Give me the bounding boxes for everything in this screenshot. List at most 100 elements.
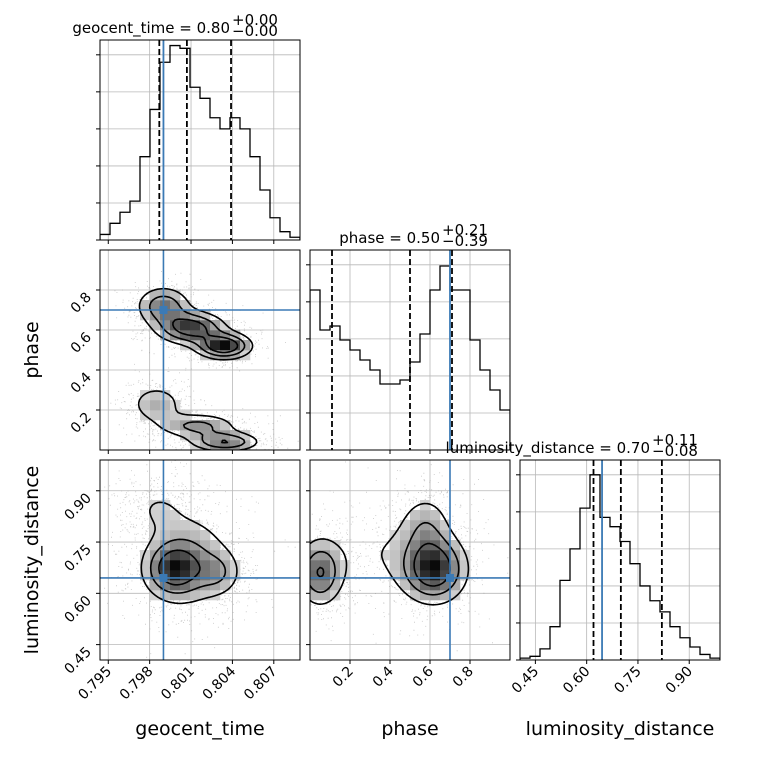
density-cell	[450, 540, 461, 551]
density-cell	[240, 430, 251, 441]
density-cell	[450, 560, 461, 571]
density-cell	[440, 520, 451, 531]
hist-step-geocent_time	[100, 44, 300, 240]
density-cell	[200, 530, 211, 541]
density-cell	[400, 580, 411, 591]
density-cell	[200, 560, 211, 571]
y-axis-label-luminosity_distance: luminosity_distance	[21, 466, 43, 655]
density-cell	[150, 540, 161, 551]
hist-geocent_time	[100, 40, 300, 240]
density-cell	[140, 550, 151, 561]
density-cell	[430, 510, 441, 521]
density-cell	[390, 570, 401, 581]
title-minus: −0.08	[652, 442, 698, 460]
density-cell	[210, 440, 221, 450]
density-cell	[160, 590, 171, 601]
panel-geocent_time-vs-luminosity_distance	[100, 460, 300, 660]
density-cell	[180, 590, 191, 601]
density-cell	[410, 580, 421, 591]
ticks-2-1	[306, 490, 471, 664]
y-tick-label-luminosity_distance: 0.60	[61, 593, 94, 626]
density-cell	[320, 550, 331, 561]
density-cell	[220, 420, 231, 431]
density-cell	[180, 580, 191, 591]
y-tick-label-phase: 0.6	[68, 329, 95, 356]
density-cell	[150, 320, 161, 331]
x-axis-label-phase: phase	[381, 718, 438, 740]
density-cell	[440, 570, 451, 581]
density-cell	[210, 330, 221, 341]
title-geocent_time: geocent_time = 0.80 +0.00−0.00	[72, 11, 278, 40]
density-cell	[330, 540, 341, 551]
density-cell	[160, 290, 171, 301]
x-tick-label-luminosity_distance: 0.60	[560, 664, 593, 697]
density-cell	[400, 570, 411, 581]
density-cell	[150, 510, 161, 521]
density-cell	[310, 590, 321, 601]
contour-level-1	[310, 521, 460, 596]
density-cell	[200, 330, 211, 341]
density-cell	[150, 500, 161, 511]
density-cell	[220, 340, 231, 351]
density-cell	[160, 310, 171, 321]
density-cell	[420, 550, 431, 561]
density-cell	[160, 390, 171, 401]
x-tick-label-geocent_time: 0.798	[117, 664, 157, 704]
density-cell	[320, 590, 331, 601]
density-cell	[320, 560, 331, 571]
density-cell	[180, 520, 191, 531]
density-cell	[310, 540, 321, 551]
density-cell	[160, 560, 171, 571]
density-cells	[140, 290, 251, 450]
density-cell	[420, 590, 431, 601]
axes-frame-1-0	[99, 249, 301, 451]
title-plus: +0.11	[652, 431, 698, 449]
density-cell	[460, 560, 471, 571]
density-cell	[200, 430, 211, 441]
density-cell	[410, 550, 421, 561]
axes-frame-2-0	[99, 459, 301, 661]
x-tick-label-phase: 0.6	[410, 663, 437, 690]
density-cell	[310, 570, 321, 581]
truth-marker	[159, 573, 168, 582]
density-cell	[170, 590, 181, 601]
density-cell	[180, 560, 191, 571]
density-cell	[220, 580, 231, 591]
density-cell	[430, 570, 441, 581]
contours	[137, 287, 258, 450]
density-cell	[190, 550, 201, 561]
density-cell	[400, 530, 411, 541]
x-tick-label-geocent_time: 0.807	[241, 664, 281, 704]
density-cell	[180, 430, 191, 441]
density-cell	[170, 550, 181, 561]
y-tick-label-luminosity_distance: 0.45	[61, 644, 94, 677]
density-cell	[390, 540, 401, 551]
density-cell	[430, 550, 441, 561]
density-cell	[230, 430, 241, 441]
density-cell	[190, 340, 201, 351]
density-cell	[160, 530, 171, 541]
density-cell	[390, 560, 401, 571]
contour-level-1	[149, 538, 227, 594]
density-cell	[320, 540, 331, 551]
density-cell	[170, 290, 181, 301]
ticks-2-2	[516, 474, 690, 664]
density-cell	[190, 560, 201, 571]
density-cell	[440, 580, 451, 591]
density-cell	[200, 340, 211, 351]
x-tick-label-luminosity_distance: 0.75	[611, 664, 644, 697]
density-cell	[140, 390, 151, 401]
density-cell	[410, 590, 421, 601]
density-cell	[150, 310, 161, 321]
density-cell	[430, 530, 441, 541]
ticks-1-0	[96, 289, 275, 454]
y-tick-label-phase: 0.4	[68, 369, 95, 396]
contour-level-0	[140, 501, 238, 605]
density-cell	[200, 590, 211, 601]
ticks-1-1	[306, 264, 471, 454]
density-cell	[440, 560, 451, 571]
x-tick-label-geocent_time: 0.801	[158, 664, 198, 704]
density-cell	[160, 500, 171, 511]
contour-level-1	[148, 295, 246, 449]
density-cell	[390, 530, 401, 541]
